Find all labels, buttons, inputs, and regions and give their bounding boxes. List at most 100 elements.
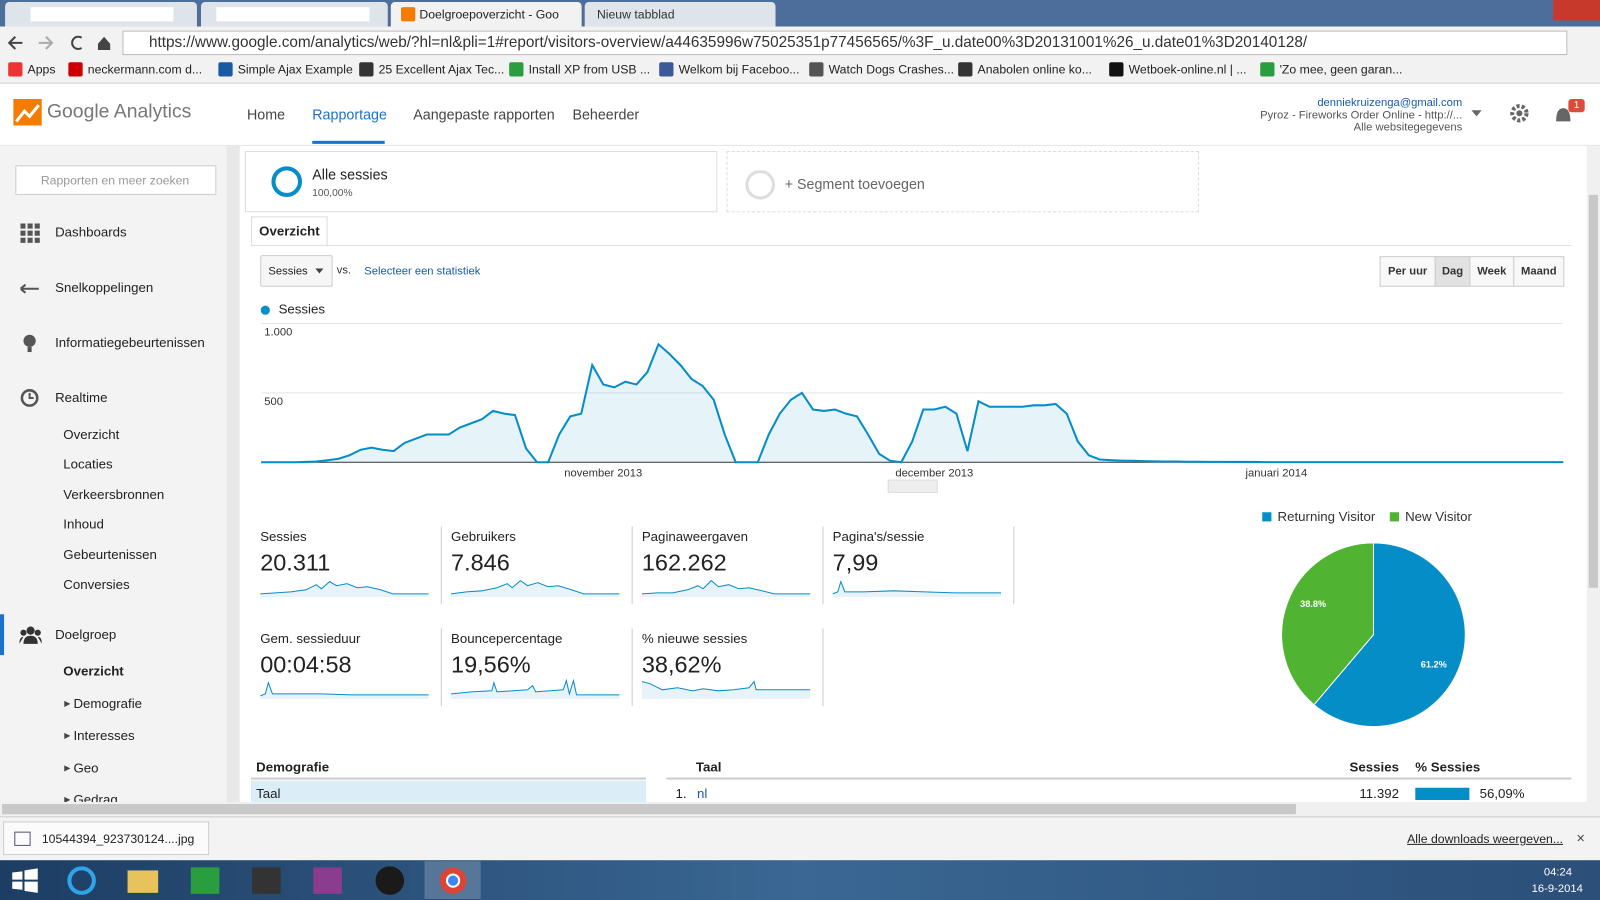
x-tick-label: december 2013 [895, 467, 973, 479]
sidebar-subitem[interactable]: Demografie [73, 695, 143, 712]
tab[interactable]: Nieuw tabblad [584, 2, 776, 27]
metric-value: 00:04:58 [260, 651, 352, 678]
tile-divider [631, 628, 633, 707]
active-indicator [0, 614, 5, 656]
table-left-header: Demografie [256, 759, 330, 775]
sidebar-subitem[interactable]: Overzicht [63, 663, 124, 679]
metric-value: 162.262 [641, 548, 727, 576]
tile-divider [440, 628, 442, 707]
scrollbar-vertical[interactable] [1586, 145, 1600, 803]
sidebar-subitem[interactable]: Gebeurtenissen [63, 546, 157, 563]
sparkline [832, 580, 1002, 597]
granularity-button[interactable]: Week [1469, 256, 1515, 287]
close-window[interactable] [1553, 0, 1600, 21]
table-share: 56,09% [1479, 785, 1525, 802]
address-bar[interactable]: https://www.google.com/analytics/web/?hl… [122, 30, 1568, 56]
legend-marker [260, 305, 270, 315]
metric-dropdown[interactable]: Sessies [260, 255, 333, 287]
x-tick-label: november 2013 [564, 467, 642, 479]
y-tick-label: 500 [264, 396, 283, 408]
table-left-row-label: Taal [256, 785, 281, 802]
tab-title: Nieuw tabblad [596, 7, 675, 22]
chart-toggle[interactable] [887, 479, 938, 493]
tab-overview[interactable]: Overzicht [251, 216, 328, 247]
sidebar-subitem[interactable]: Locaties [63, 456, 113, 472]
segment-active[interactable]: Alle sessies 100,00% [244, 151, 718, 213]
sidebar-subitem[interactable]: Gedrag [73, 791, 118, 803]
notification-badge[interactable]: 1 [1568, 98, 1585, 113]
tab-title: Doelgroepoverzicht - Goo [419, 7, 559, 22]
bookmark[interactable]: Welkom bij Faceboo... [678, 62, 800, 77]
metric-value: 38,62% [641, 651, 722, 678]
sidebar-item[interactable]: Doelgroep [55, 626, 117, 642]
sidebar-subitem[interactable]: Interesses [73, 727, 135, 743]
collapse-rail[interactable] [226, 145, 240, 803]
sidebar [0, 145, 227, 803]
bookmark-icon [359, 62, 374, 77]
metric-label: Gebruikers [451, 528, 516, 544]
bookmark[interactable]: 'Zo mee, geen garan... [1279, 62, 1403, 77]
sidebar-item[interactable]: Dashboards [55, 224, 127, 240]
legend-label: New Visitor [1405, 509, 1472, 524]
granularity-button[interactable]: Maand [1513, 256, 1565, 287]
all-downloads[interactable]: Alle downloads weergeven... [1407, 831, 1564, 846]
tab[interactable] [201, 2, 388, 27]
tab-active[interactable]: Doelgroepoverzicht - Goo [390, 2, 582, 27]
bookmark[interactable]: neckermann.com d... [87, 62, 203, 77]
bookmark[interactable]: Watch Dogs Crashes... [828, 62, 955, 77]
account-email[interactable]: denniekruizenga@gmail.com [1317, 96, 1463, 110]
tab[interactable] [5, 2, 197, 27]
sidebar-item[interactable]: Informatiegebeurtenissen [55, 334, 205, 350]
tile-divider [1013, 526, 1015, 605]
bookmark-icon [218, 62, 233, 77]
table-header: Taal [695, 759, 722, 775]
metric-value: 20.311 [260, 548, 331, 576]
table-header: Sessies [1349, 759, 1399, 775]
bookmark[interactable]: Wetboek-online.nl | ... [1128, 62, 1247, 77]
table-rank: 1. [675, 785, 687, 802]
bookmark[interactable]: Apps [27, 62, 56, 77]
sidebar-subitem[interactable]: Verkeersbronnen [63, 486, 165, 503]
sidebar-subitem[interactable]: Conversies [63, 576, 130, 592]
legend-marker [1262, 512, 1272, 522]
segment-add[interactable]: + Segment toevoegen [726, 151, 1199, 213]
area-fill [261, 344, 1564, 463]
sidebar-icon [23, 334, 36, 353]
nav-item[interactable]: Home [246, 106, 286, 123]
sidebar-subitem[interactable]: Overzicht [63, 426, 120, 442]
line [261, 342, 1564, 464]
sidebar-icon [20, 223, 40, 243]
bookmark-icon [809, 62, 824, 77]
nav-item[interactable]: Aangepaste rapporten [413, 106, 555, 123]
ga-logo-icon [13, 98, 42, 126]
taskbar: 04:24 16-9-2014 [0, 860, 1600, 900]
select-metric[interactable]: Selecteer een statistiek [364, 265, 481, 278]
sidebar-item[interactable]: Realtime [55, 389, 108, 406]
pie-label: 38.8% [1300, 599, 1326, 609]
bookmark[interactable]: 25 Excellent Ajax Tec... [378, 62, 505, 77]
sidebar-item[interactable]: Snelkoppelingen [55, 279, 154, 295]
bookmark-icon [659, 62, 674, 77]
sidebar-icon [20, 283, 39, 294]
bookmarks-bar [0, 58, 1600, 84]
bookmark[interactable]: Simple Ajax Example [237, 62, 353, 77]
bookmark[interactable]: Install XP from USB ... [528, 62, 651, 77]
bookmark[interactable]: Anabolen online ko... [977, 62, 1092, 77]
bookmark-icon [1109, 62, 1124, 77]
table-left-row[interactable]: Taal [251, 780, 646, 803]
bookmark-icon [1260, 62, 1275, 77]
granularity-button[interactable]: Dag [1434, 256, 1471, 287]
tile-divider [822, 526, 824, 605]
download-item[interactable]: 10544394_923730124....jpg [3, 821, 210, 856]
tab-line [251, 244, 1572, 246]
granularity-label: Dag [1441, 265, 1464, 278]
close-downloads[interactable]: × [1576, 829, 1585, 846]
granularity-button[interactable]: Per uur [1379, 256, 1436, 287]
nav-item[interactable]: Beheerder [572, 106, 640, 123]
sidebar-subitem[interactable]: Inhoud [63, 516, 104, 532]
search-box[interactable]: Rapporten en meer zoeken [15, 165, 217, 195]
scrollbar-horizontal[interactable] [0, 802, 1600, 817]
table-language[interactable]: nl [696, 785, 708, 802]
sidebar-subitem[interactable]: Geo [73, 760, 99, 776]
nav-item[interactable]: Rapportage [312, 106, 387, 123]
